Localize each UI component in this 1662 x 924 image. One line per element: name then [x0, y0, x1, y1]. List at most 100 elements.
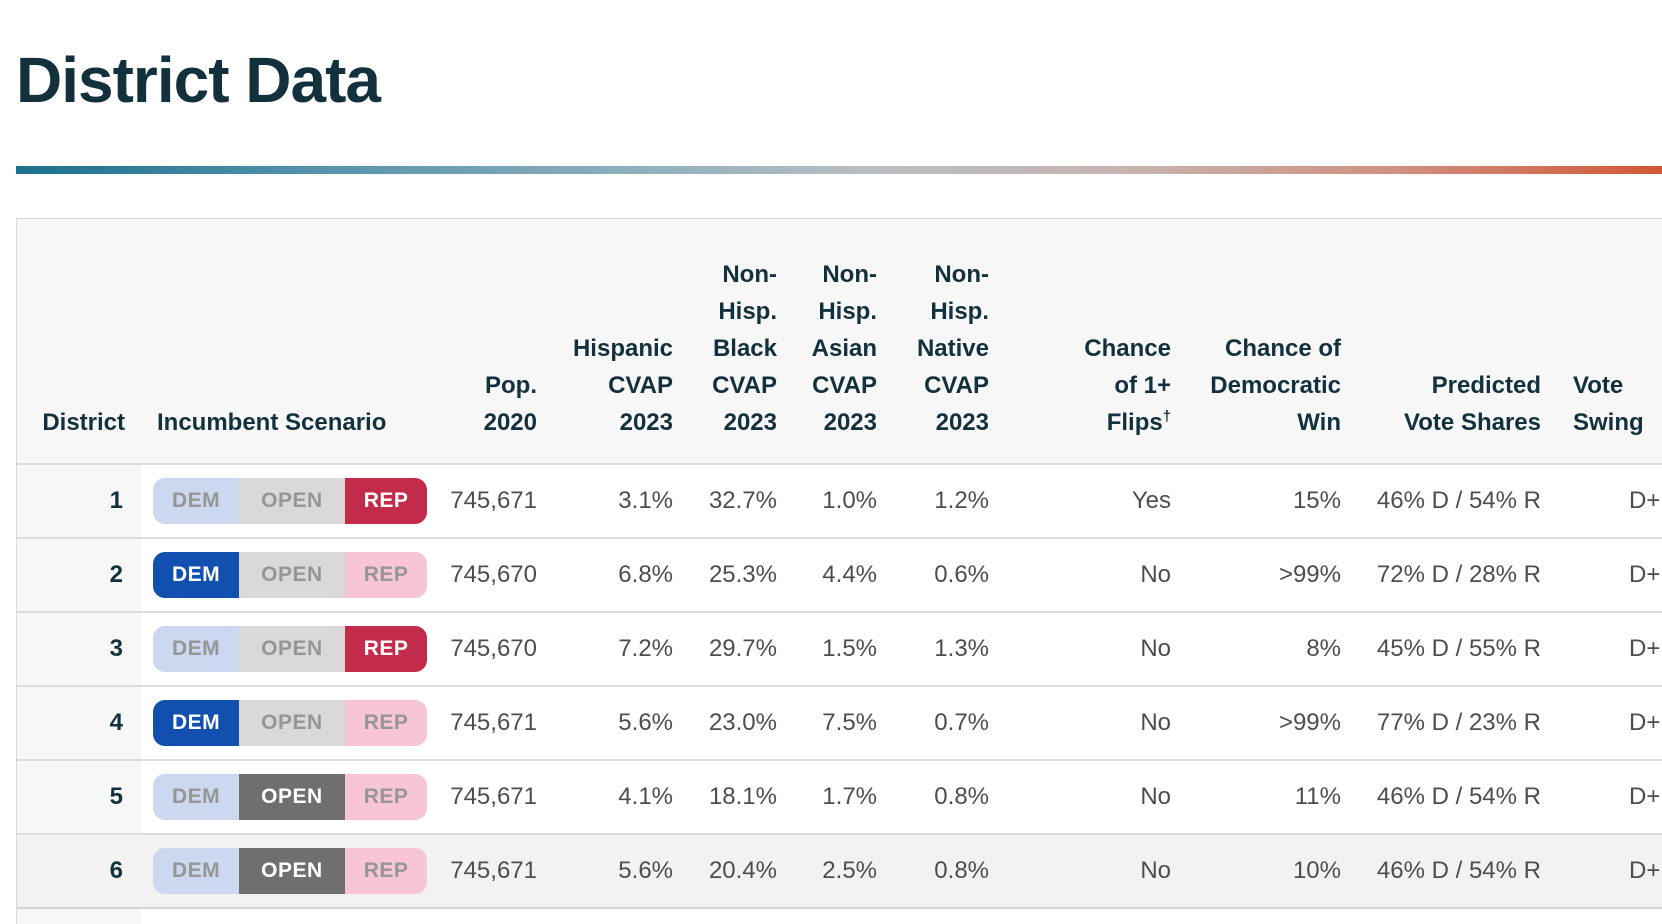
incumbent-scenario-toggle[interactable]: DEM OPEN REP	[153, 477, 428, 524]
empty-cell	[893, 906, 1005, 924]
table-row: 4 DEM OPEN REP 745,671 5.6% 23.0% 7.5% 0.7% No >99…	[17, 684, 1662, 760]
district-number: 4	[17, 684, 141, 760]
rep-toggle[interactable]: REP	[344, 625, 428, 672]
table-row-partial	[17, 906, 1662, 924]
black-value: 18.1%	[689, 758, 793, 834]
swing-value: D+	[1557, 758, 1662, 834]
incumbent-scenario-toggle[interactable]: DEM OPEN REP	[153, 625, 428, 672]
native-value: 0.6%	[893, 536, 1005, 612]
district-data-table: District Incumbent Scenario Pop. 2020 Hispan…	[17, 218, 1662, 924]
incumbent-scenario-toggle[interactable]: DEM OPEN REP	[153, 773, 428, 820]
dem-toggle[interactable]: DEM	[153, 773, 240, 820]
shares-value: 46% D / 54% R	[1357, 832, 1557, 908]
district-number: 2	[17, 536, 141, 612]
dagger-footnote-marker: †	[1162, 408, 1171, 425]
rep-toggle[interactable]: REP	[344, 699, 428, 746]
table-row: 3 DEM OPEN REP 745,670 7.2% 29.7% 1.5% 1.3% No 8% 4…	[17, 610, 1662, 686]
asian-value: 7.5%	[793, 684, 893, 760]
column-header-hisp: Hispanic CVAP 2023	[553, 218, 689, 464]
flips-value: No	[1005, 536, 1187, 612]
dem-toggle[interactable]: DEM	[153, 477, 240, 524]
demwin-value: >99%	[1187, 536, 1357, 612]
table-header: District Incumbent Scenario Pop. 2020 Hispan…	[17, 218, 1662, 464]
dem-toggle[interactable]: DEM	[153, 699, 240, 746]
open-toggle[interactable]: OPEN	[239, 847, 345, 894]
page-title: District Data	[16, 44, 381, 116]
column-header-flips: Chance of 1+ Flips†	[1005, 218, 1187, 464]
pop-value: 745,670	[425, 536, 553, 612]
column-header-incumbent: Incumbent Scenario	[141, 218, 425, 464]
demwin-value: 8%	[1187, 610, 1357, 686]
hisp-value: 5.6%	[553, 684, 689, 760]
flips-value: No	[1005, 610, 1187, 686]
rep-toggle[interactable]: REP	[344, 773, 428, 820]
empty-cell	[1005, 906, 1187, 924]
empty-cell	[689, 906, 793, 924]
empty-cell	[141, 906, 425, 924]
title-accent-gradient-bar	[16, 165, 1662, 174]
black-value: 32.7%	[689, 462, 793, 538]
dem-toggle[interactable]: DEM	[153, 847, 240, 894]
native-value: 0.7%	[893, 684, 1005, 760]
incumbent-scenario-cell: DEM OPEN REP	[141, 832, 428, 908]
hisp-value: 4.1%	[553, 758, 689, 834]
asian-value: 4.4%	[793, 536, 893, 612]
native-value: 1.2%	[893, 462, 1005, 538]
rep-toggle[interactable]: REP	[344, 551, 428, 598]
open-toggle[interactable]: OPEN	[239, 773, 345, 820]
rep-toggle[interactable]: REP	[344, 477, 428, 524]
column-header-shares: Predicted Vote Shares	[1357, 218, 1557, 464]
column-header-pop: Pop. 2020	[425, 218, 553, 464]
demwin-value: >99%	[1187, 684, 1357, 760]
black-value: 23.0%	[689, 684, 793, 760]
incumbent-scenario-toggle[interactable]: DEM OPEN REP	[153, 551, 428, 598]
demwin-value: 11%	[1187, 758, 1357, 834]
asian-value: 1.5%	[793, 610, 893, 686]
empty-cell	[1557, 906, 1662, 924]
native-value: 0.8%	[893, 832, 1005, 908]
shares-value: 45% D / 55% R	[1357, 610, 1557, 686]
table-row: 2 DEM OPEN REP 745,670 6.8% 25.3% 4.4% 0.6% No >99…	[17, 536, 1662, 612]
district-number	[17, 906, 141, 924]
open-toggle[interactable]: OPEN	[239, 625, 345, 672]
open-toggle[interactable]: OPEN	[239, 477, 345, 524]
district-number: 6	[17, 832, 141, 908]
black-value: 25.3%	[689, 536, 793, 612]
incumbent-scenario-toggle[interactable]: DEM OPEN REP	[153, 699, 428, 746]
black-value: 20.4%	[689, 832, 793, 908]
column-header-black: Non- Hisp. Black CVAP 2023	[689, 218, 793, 464]
swing-value: D+	[1557, 610, 1662, 686]
swing-value: D+	[1557, 462, 1662, 538]
shares-value: 46% D / 54% R	[1357, 462, 1557, 538]
empty-cell	[553, 906, 689, 924]
column-header-swing: Vote Swing	[1557, 218, 1662, 464]
incumbent-scenario-cell: DEM OPEN REP	[141, 462, 428, 538]
column-header-district: District	[17, 218, 141, 464]
pop-value: 745,671	[425, 758, 553, 834]
open-toggle[interactable]: OPEN	[239, 699, 345, 746]
incumbent-scenario-toggle[interactable]: DEM OPEN REP	[153, 847, 428, 894]
dem-toggle[interactable]: DEM	[153, 551, 240, 598]
table-row: 5 DEM OPEN REP 745,671 4.1% 18.1% 1.7% 0.8% No 11%…	[17, 758, 1662, 834]
pop-value: 745,671	[425, 462, 553, 538]
table-header-row: District Incumbent Scenario Pop. 2020 Hispan…	[17, 218, 1662, 464]
hisp-value: 3.1%	[553, 462, 689, 538]
swing-value: D+	[1557, 684, 1662, 760]
hisp-value: 7.2%	[553, 610, 689, 686]
empty-cell	[1357, 906, 1557, 924]
open-toggle[interactable]: OPEN	[239, 551, 345, 598]
pop-value: 745,671	[425, 832, 553, 908]
swing-value: D+	[1557, 536, 1662, 612]
district-number: 3	[17, 610, 141, 686]
hisp-value: 6.8%	[553, 536, 689, 612]
rep-toggle[interactable]: REP	[344, 847, 428, 894]
flips-value: Yes	[1005, 462, 1187, 538]
asian-value: 1.0%	[793, 462, 893, 538]
incumbent-scenario-cell: DEM OPEN REP	[141, 684, 428, 760]
dem-toggle[interactable]: DEM	[153, 625, 240, 672]
demwin-value: 10%	[1187, 832, 1357, 908]
column-header-native: Non- Hisp. Native CVAP 2023	[893, 218, 1005, 464]
district-table-container: District Incumbent Scenario Pop. 2020 Hispan…	[16, 217, 1662, 924]
column-header-asian: Non- Hisp. Asian CVAP 2023	[793, 218, 893, 464]
pop-value: 745,671	[425, 684, 553, 760]
